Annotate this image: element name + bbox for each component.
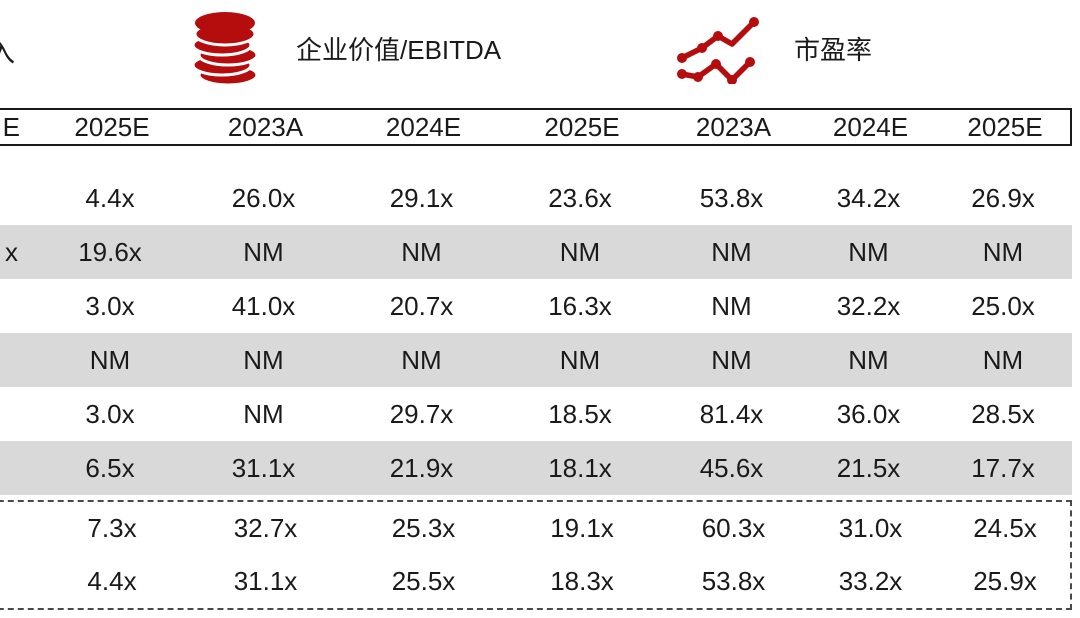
table-cell: 7.3x [87, 513, 137, 543]
table-cell [0, 387, 36, 441]
table-row: NM NM NM NM NM NM NM [0, 333, 1072, 387]
table-cell: NM [401, 236, 442, 267]
table-cell: 31.1x [231, 452, 296, 483]
table-cell: NM [982, 236, 1024, 267]
table-cell: 25.9x [973, 566, 1037, 596]
table-cell: 41.0x [231, 290, 296, 321]
table-cell: 45.6x [699, 452, 764, 483]
column-header-cell: 2024E [832, 111, 909, 142]
table-cell: NM [243, 398, 284, 429]
table-cell: 32.7x [233, 513, 298, 543]
summary-row: 7.3x 32.7x 25.3x 19.1x 60.3x 31.0x 24.5x [0, 502, 1070, 555]
table-cell: 3.0x [85, 398, 135, 429]
table-cell: 6.5x [85, 452, 135, 483]
table-cell: NM [982, 344, 1024, 375]
table-cell [0, 333, 36, 387]
table-cell: x [5, 236, 18, 267]
comparables-table: E 2025E 2023A 2024E 2025E 2023A 2024E 2025E 4.4… [0, 108, 1072, 610]
column-header-cell: 2025E [967, 111, 1043, 142]
table-row: x 19.6x NM NM NM NM NM NM [0, 225, 1072, 279]
summary-row: 4.4x 31.1x 25.5x 18.3x 53.8x 33.2x 25.9x [0, 555, 1070, 608]
table-cell: 34.2x [836, 182, 901, 213]
table-cell: NM [559, 344, 601, 375]
table-cell: 25.3x [391, 513, 456, 543]
table-cell: 21.9x [389, 452, 454, 483]
table-cell: 31.0x [838, 513, 903, 543]
table-cell: 23.6x [548, 182, 612, 213]
table-cell: 18.5x [548, 398, 612, 429]
table-cell: NM [243, 236, 284, 267]
column-header-cell: 2023A [695, 111, 772, 142]
table-cell: 81.4x [699, 398, 764, 429]
table-cell: 4.4x [85, 182, 135, 213]
table-cell: NM [559, 236, 601, 267]
legend-label-fragment-revenue: 入 [0, 38, 15, 68]
legend-item-ev-ebitda: 企业价值/EBITDA [192, 8, 501, 88]
table-cell: 29.1x [389, 182, 454, 213]
table-row: 3.0x NM 29.7x 18.5x 81.4x 36.0x 28.5x [0, 387, 1072, 441]
table-cell: NM [711, 290, 752, 321]
table-cell: 19.1x [550, 513, 614, 543]
table-cell: NM [243, 344, 284, 375]
table-header-row: E 2025E 2023A 2024E 2025E 2023A 2024E 2025E [0, 108, 1072, 146]
table-cell: 53.8x [701, 566, 766, 596]
table-cell: 26.0x [231, 182, 296, 213]
table-cell: 29.7x [389, 398, 454, 429]
column-header-cell: 2024E [385, 111, 462, 142]
column-header-cell: 2025E [544, 111, 620, 142]
summary-box: 7.3x 32.7x 25.3x 19.1x 60.3x 31.0x 24.5x 4.4x 31… [0, 500, 1072, 610]
table-cell: 21.5x [836, 452, 901, 483]
table-cell: 60.3x [701, 513, 766, 543]
table-cell: 16.3x [548, 290, 612, 321]
table-cell [0, 555, 38, 608]
table-cell: 53.8x [699, 182, 764, 213]
table-cell: 25.5x [391, 566, 456, 596]
coins-icon [192, 12, 258, 87]
table-cell: 4.4x [87, 566, 137, 596]
table-cell: 36.0x [836, 398, 901, 429]
table-cell: 25.0x [971, 290, 1035, 321]
table-cell: 18.3x [550, 566, 614, 596]
header-body-spacer [0, 146, 1072, 171]
table-row: 3.0x 41.0x 20.7x 16.3x NM 32.2x 25.0x [0, 279, 1072, 333]
column-header-cell: 2025E [74, 111, 150, 142]
column-header-cell: 2023A [227, 111, 304, 142]
table-cell: NM [401, 344, 442, 375]
table-cell: NM [711, 344, 752, 375]
column-header-cell: E [2, 111, 20, 142]
legend-item-pe: 市盈率 [676, 12, 872, 84]
table-cell [0, 171, 36, 225]
table-row: 4.4x 26.0x 29.1x 23.6x 53.8x 34.2x 26.9x [0, 171, 1072, 225]
legend-label-ev-ebitda: 企业价值/EBITDA [296, 34, 502, 65]
table-cell [0, 441, 36, 495]
table-cell: 26.9x [971, 182, 1035, 213]
table-cell: NM [848, 236, 889, 267]
table-cell: NM [711, 236, 752, 267]
table-cell: 24.5x [973, 513, 1037, 543]
table-cell: 31.1x [233, 566, 298, 596]
table-cell [0, 279, 36, 333]
table-cell [0, 502, 38, 555]
line-chart-icon [677, 17, 759, 84]
table-cell: 28.5x [971, 398, 1035, 429]
table-cell: 33.2x [838, 566, 903, 596]
table-cell: 17.7x [971, 452, 1035, 483]
table-cell: NM [89, 344, 131, 375]
table-cell: 32.2x [836, 290, 901, 321]
table-cell: 18.1x [548, 452, 612, 483]
table-cell: 19.6x [78, 236, 142, 267]
table-cell: 3.0x [85, 290, 135, 321]
table-row: 6.5x 31.1x 21.9x 18.1x 45.6x 21.5x 17.7x [0, 441, 1072, 495]
table-body: 4.4x 26.0x 29.1x 23.6x 53.8x 34.2x 26.9x x 19.6x… [0, 171, 1072, 495]
table-cell: NM [848, 344, 889, 375]
legend-label-pe: 市盈率 [794, 34, 873, 65]
table-cell: 20.7x [389, 290, 454, 321]
